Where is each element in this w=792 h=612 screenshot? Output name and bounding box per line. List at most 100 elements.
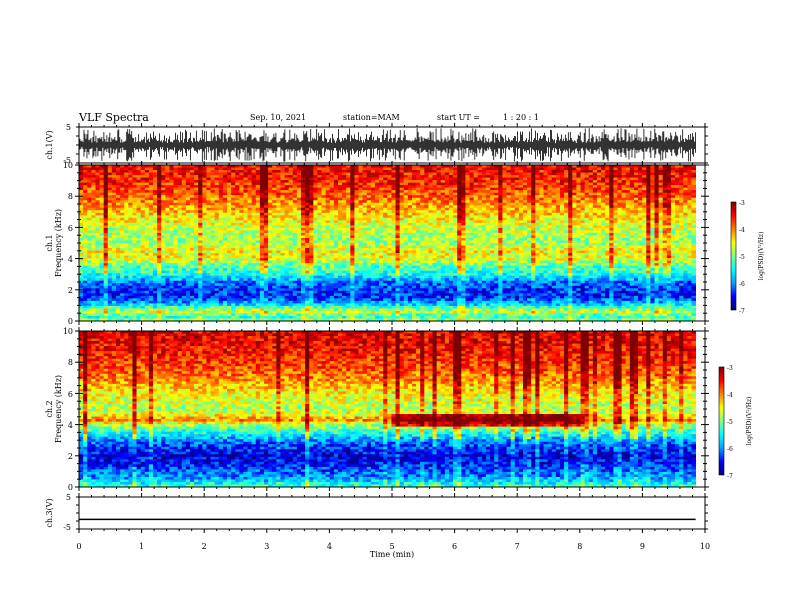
- spectrogram-cell: [448, 240, 454, 244]
- spectrogram-cell: [646, 187, 651, 191]
- spectrogram-cell: [99, 187, 105, 191]
- spectrogram-cell: [325, 212, 331, 216]
- spectrogram-cell: [642, 175, 647, 178]
- spectrogram-cell: [116, 222, 121, 226]
- spectrogram-cell: [366, 207, 372, 211]
- spectrogram-cell: [140, 245, 146, 249]
- spectrogram-cell: [535, 237, 540, 241]
- spectrogram-cell: [502, 245, 507, 249]
- spectrogram-cell: [395, 210, 401, 214]
- spectrogram-cell: [494, 212, 499, 216]
- spectrogram-cell: [428, 202, 433, 206]
- spectrogram-cell: [395, 167, 401, 171]
- spectrogram-cell: [132, 215, 137, 219]
- spectrogram-cell: [514, 187, 520, 191]
- spectrogram-cell: [485, 232, 491, 236]
- spectrogram-cell: [605, 212, 610, 216]
- spectrogram-cell: [432, 227, 438, 231]
- spectrogram-cell: [350, 230, 355, 234]
- spectrogram-cell: [354, 197, 359, 201]
- spectrogram-cell: [148, 172, 154, 176]
- spectrogram-cell: [683, 237, 688, 241]
- spectrogram-cell: [666, 190, 672, 194]
- spectrogram-cell: [185, 243, 191, 246]
- spectrogram-cell: [296, 240, 302, 244]
- spectrogram-cell: [379, 237, 384, 241]
- spectrogram-cell: [510, 235, 516, 239]
- spectrogram-cell: [658, 205, 664, 209]
- spectrogram-cell: [670, 167, 676, 171]
- spectrogram-cell: [633, 220, 639, 224]
- spectrogram-cell: [407, 210, 413, 214]
- spectrogram-cell: [490, 177, 495, 181]
- spectrogram-cell: [152, 185, 158, 189]
- spectrogram-cell: [543, 200, 549, 204]
- spectrogram-cell: [625, 232, 631, 236]
- spectrogram-cell: [403, 215, 409, 219]
- spectrogram-cell: [642, 230, 647, 234]
- spectrogram-cell: [395, 197, 401, 201]
- spectrogram-cell: [662, 230, 668, 234]
- spectrogram-cell: [161, 225, 166, 229]
- spectrogram-cell: [477, 202, 483, 206]
- spectrogram-cell: [116, 237, 121, 241]
- spectrogram-cell: [218, 185, 224, 189]
- spectrogram-cell: [325, 170, 331, 173]
- spectrogram-cell: [613, 230, 618, 234]
- spectrogram-cell: [416, 172, 421, 176]
- spectrogram-cell: [506, 227, 512, 231]
- spectrogram-cell: [161, 248, 166, 251]
- spectrogram-cell: [691, 200, 697, 204]
- spectrogram-cell: [247, 243, 253, 246]
- spectrogram-cell: [662, 220, 668, 224]
- spectrogram-cell: [251, 167, 257, 171]
- spectrogram-cell: [416, 202, 421, 206]
- spectrogram-cell: [506, 212, 512, 216]
- spectrogram-cell: [555, 212, 561, 216]
- spectrogram-cell: [617, 172, 623, 176]
- spectrogram-cell: [259, 175, 265, 178]
- spectrogram-cell: [522, 187, 528, 191]
- spectrogram-cell: [222, 227, 228, 231]
- spectrogram-cell: [559, 227, 565, 231]
- spectrogram-cell: [609, 202, 614, 206]
- spectrogram-cell: [370, 210, 376, 214]
- spectrogram-cell: [559, 222, 565, 226]
- spectrogram-cell: [539, 200, 544, 204]
- spectrogram-cell: [555, 170, 561, 173]
- spectrogram-cell: [276, 227, 281, 231]
- spectrogram-cell: [601, 240, 606, 244]
- spectrogram-cell: [629, 190, 635, 194]
- spectrogram-cell: [453, 245, 458, 249]
- spectrogram-cell: [522, 230, 528, 234]
- spectrogram-cell: [370, 182, 376, 186]
- spectrogram-cell: [181, 248, 187, 251]
- spectrogram-cell: [148, 182, 154, 186]
- spectrogram-cell: [305, 222, 310, 226]
- spectrogram-cell: [568, 172, 573, 176]
- spectrogram-cell: [605, 237, 610, 241]
- spectrogram-cell: [601, 172, 606, 176]
- spectrogram-cell: [247, 240, 253, 244]
- spectrogram-cell: [305, 202, 310, 206]
- spectrogram-cell: [617, 222, 623, 226]
- spectrogram-cell: [374, 187, 380, 191]
- spectrogram-cell: [379, 165, 384, 168]
- spectrogram-cell: [317, 217, 322, 221]
- spectrogram-cell: [568, 212, 573, 216]
- spectrogram-cell: [185, 222, 191, 226]
- spectrogram-cell: [506, 235, 512, 239]
- spectrogram-cell: [235, 237, 240, 241]
- spectrogram-cell: [407, 207, 413, 211]
- spectrogram-cell: [638, 210, 643, 214]
- spectrogram-cell: [218, 170, 224, 173]
- spectrogram-cell: [120, 237, 125, 241]
- spectrogram-cell: [292, 205, 298, 209]
- spectrogram-cell: [210, 248, 216, 251]
- spectrogram-cell: [453, 215, 458, 219]
- spectrogram-cell: [124, 240, 129, 244]
- spectrogram-cell: [383, 165, 388, 168]
- spectrogram-cell: [309, 185, 314, 189]
- spectrogram-cell: [568, 195, 573, 199]
- spectrogram-cell: [494, 175, 499, 178]
